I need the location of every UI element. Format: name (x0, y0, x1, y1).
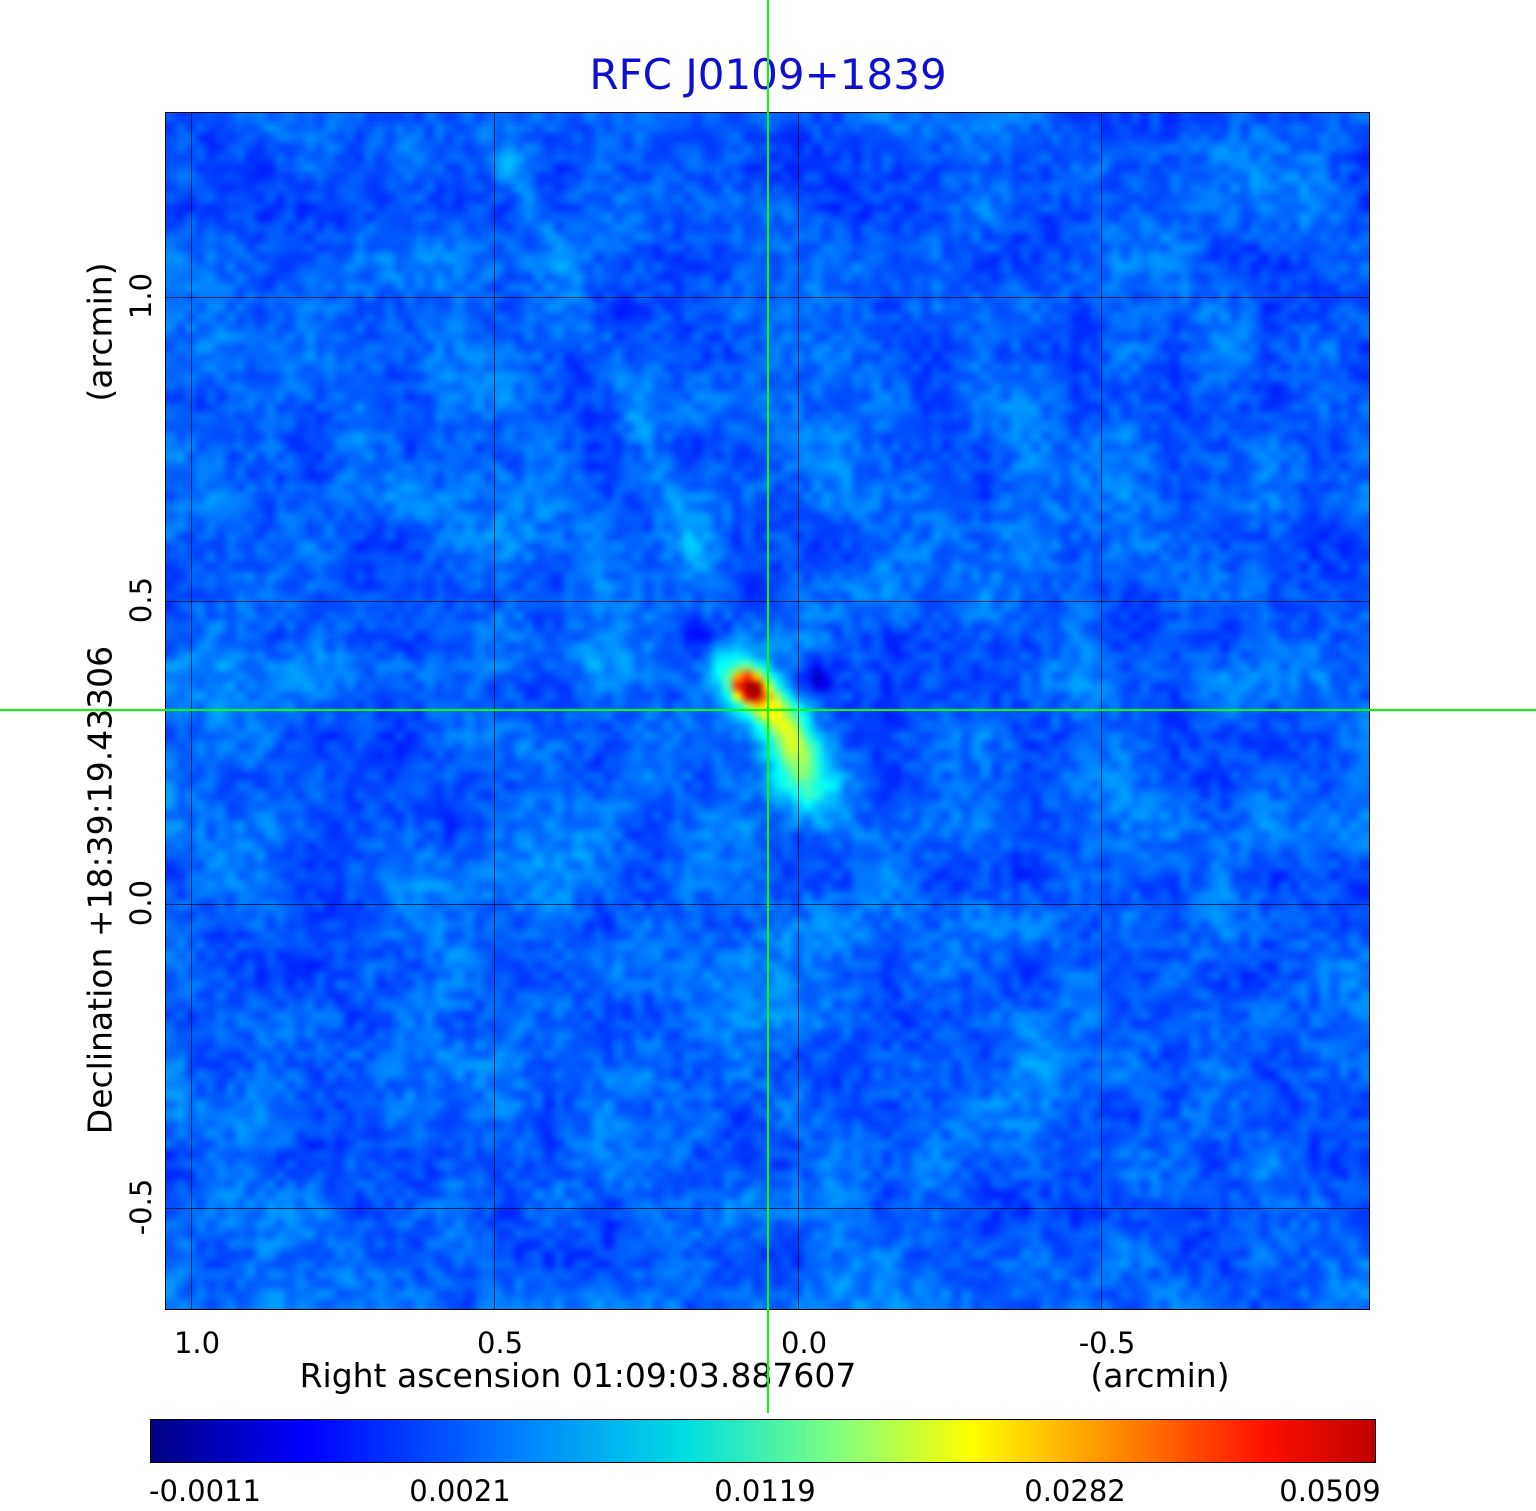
y-tick-label: 0.5 (124, 576, 158, 624)
x-tick-label: 1.0 (173, 1326, 221, 1360)
y-tick-label: 1.0 (124, 272, 158, 320)
colorbar-gradient (151, 1420, 1375, 1462)
y-tick-label: 0.0 (124, 879, 158, 927)
grid-line-vertical (191, 113, 192, 1309)
colorbar-tick-label: 0.0282 (1024, 1474, 1126, 1508)
colorbar-tick-label: 0.0021 (409, 1474, 511, 1508)
x-axis-label: Right ascension 01:09:03.887607 (299, 1356, 857, 1395)
x-tick-label: 0.0 (780, 1326, 828, 1360)
grid-line-vertical (1101, 113, 1102, 1309)
grid-line-vertical (494, 113, 495, 1309)
colorbar-tick-label: -0.0011 (149, 1474, 261, 1508)
x-axis-unit-label: (arcmin) (1090, 1356, 1230, 1395)
crosshair-vertical-line (767, 0, 769, 1413)
y-axis-label: Declination +18:39:19.43306 (80, 645, 120, 1135)
crosshair-horizontal-line (0, 709, 1536, 711)
y-axis-unit-label: (arcmin) (80, 262, 120, 402)
grid-line-vertical (798, 113, 799, 1309)
colorbar (150, 1419, 1376, 1463)
colorbar-tick-label: 0.0119 (714, 1474, 816, 1508)
x-tick-label: 0.5 (476, 1326, 524, 1360)
y-tick-label: -0.5 (124, 1178, 158, 1236)
x-tick-label: -0.5 (1078, 1326, 1136, 1360)
colorbar-tick-label: 0.0509 (1279, 1474, 1381, 1508)
